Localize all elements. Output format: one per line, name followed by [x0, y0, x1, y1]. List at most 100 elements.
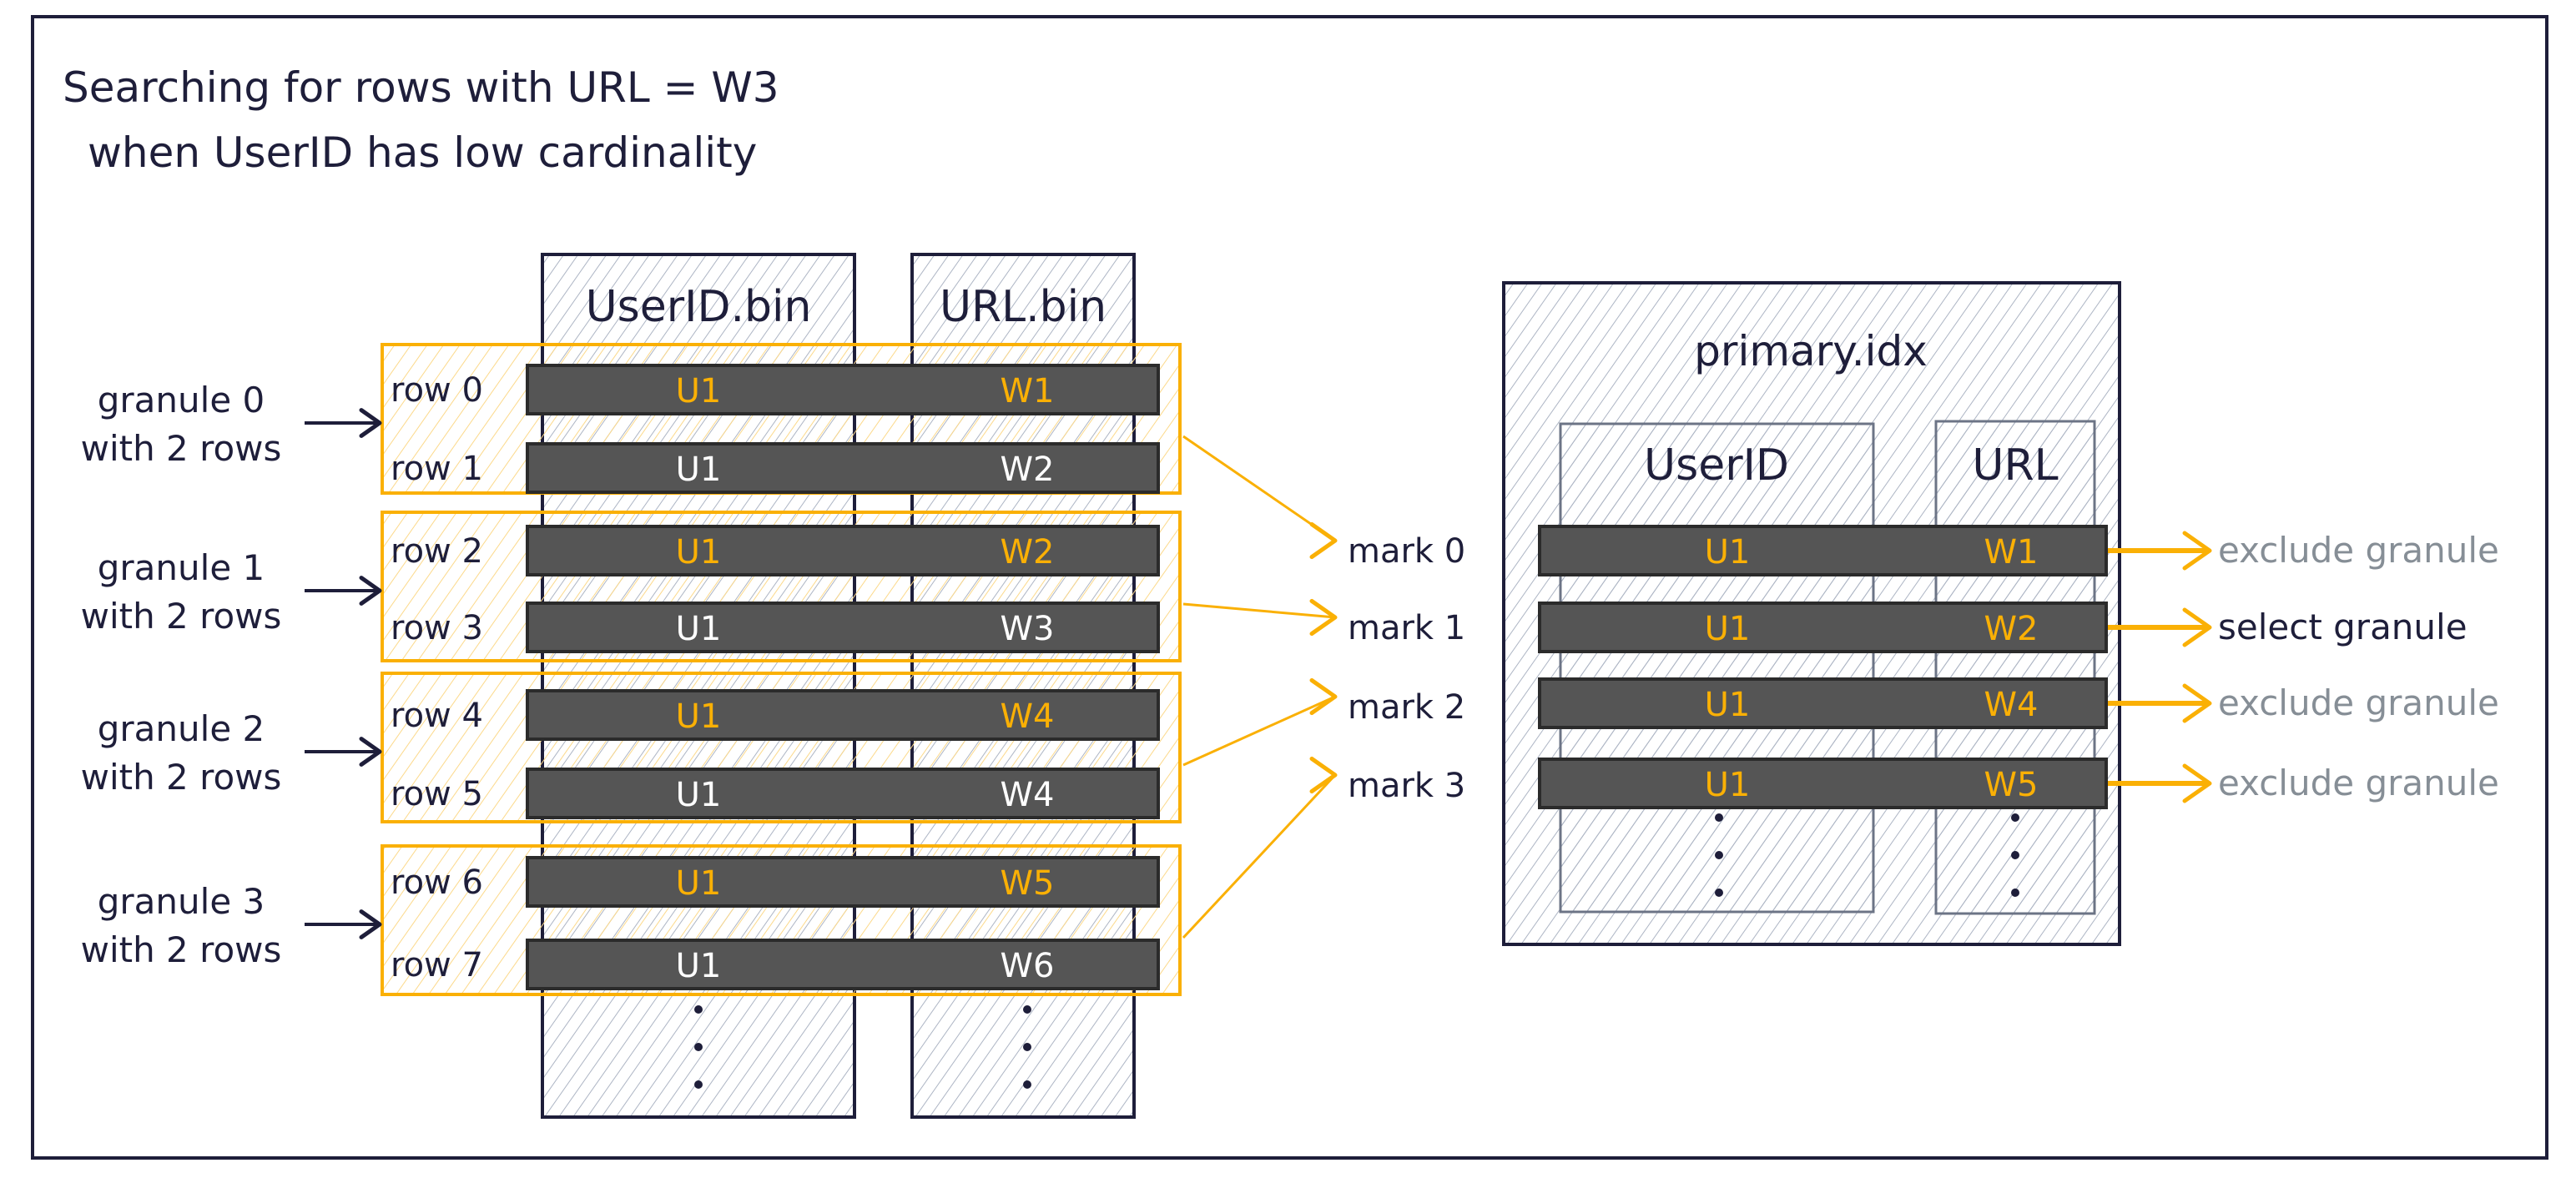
granule-detail: with 2 rows — [81, 929, 282, 970]
row-userid-value: U1 — [676, 451, 722, 489]
mark-label: mark 3 — [1348, 767, 1465, 805]
primary-index-url-header: URL — [1972, 440, 2058, 491]
granule-to-mark-line — [1182, 435, 1336, 542]
table-row: row 4 U1 W4 — [391, 689, 1160, 741]
row-url-value: W5 — [1001, 864, 1055, 903]
row-url-value: W4 — [1001, 776, 1055, 814]
granule-detail: with 2 rows — [81, 757, 282, 798]
granule-detail: with 2 rows — [81, 596, 282, 637]
row-label: row 4 — [391, 697, 483, 735]
row-userid-value: U1 — [676, 533, 722, 571]
index-userid-value: U1 — [1705, 686, 1751, 724]
row-label: row 2 — [391, 532, 483, 571]
primary-index-userid-column — [1559, 422, 1875, 914]
row-bar — [526, 939, 1160, 990]
row-userid-value: U1 — [676, 776, 722, 814]
granule-detail: with 2 rows — [81, 428, 282, 469]
row-userid-value: U1 — [676, 864, 722, 903]
row-userid-value: U1 — [676, 610, 722, 648]
primary-index-entry: U1 W4 exclude granule — [1538, 677, 2499, 729]
index-entry-bar — [1538, 602, 2108, 653]
result-arrow-icon — [2182, 607, 2212, 647]
userid-bin-ellipsis-icon — [694, 1005, 703, 1089]
index-userid-value: U1 — [1705, 766, 1751, 804]
row-url-value: W3 — [1001, 610, 1055, 648]
index-url-value: W1 — [1984, 533, 2039, 571]
row-bar — [526, 768, 1160, 819]
index-url-value: W4 — [1984, 686, 2039, 724]
row-url-value: W2 — [1001, 451, 1055, 489]
mark-label: mark 0 — [1348, 532, 1465, 571]
primary-index-title: primary.idx — [1694, 327, 1928, 375]
row-url-value: W1 — [1001, 372, 1055, 410]
outer-frame — [31, 15, 2548, 1160]
index-userid-value: U1 — [1705, 533, 1751, 571]
granule-label: granule 1 — [98, 547, 265, 588]
row-bar — [526, 364, 1160, 415]
row-label: row 1 — [391, 450, 483, 488]
granule-arrow-icon — [359, 576, 382, 606]
row-label: row 6 — [391, 863, 483, 902]
index-entry-bar — [1538, 677, 2108, 729]
mark-label: mark 1 — [1348, 609, 1465, 647]
index-url-value: W2 — [1984, 610, 2039, 648]
granule-arrow-icon — [359, 737, 382, 767]
row-userid-value: U1 — [676, 372, 722, 410]
index-entry-bar — [1538, 758, 2108, 809]
granule-arrow-icon — [359, 909, 382, 939]
row-label: row 0 — [391, 371, 483, 410]
index-url-value: W5 — [1984, 766, 2039, 804]
row-url-value: W4 — [1001, 697, 1055, 736]
granule-label: granule 0 — [98, 380, 265, 420]
granule-to-mark-line — [1182, 773, 1337, 939]
table-row: row 0 U1 W1 — [391, 364, 1160, 415]
primary-index-userid-header: UserID — [1644, 440, 1789, 491]
table-row: row 6 U1 W5 — [391, 856, 1160, 908]
userid-bin-header: UserID.bin — [586, 282, 812, 332]
exclude-granule-label: exclude granule — [2218, 763, 2499, 803]
row-label: row 7 — [391, 946, 483, 984]
table-row: row 3 U1 W3 — [391, 602, 1160, 653]
index-userid-value: U1 — [1705, 610, 1751, 648]
granule-arrow-icon — [359, 408, 382, 438]
row-label: row 3 — [391, 609, 483, 647]
url-bin-header: URL.bin — [940, 282, 1107, 332]
granule-to-mark-line — [1182, 695, 1336, 767]
granule-label: granule 3 — [98, 881, 265, 922]
granule-label: granule 2 — [98, 708, 265, 749]
mark-arrow-icon — [1309, 756, 1338, 794]
result-arrow-icon — [2182, 763, 2212, 803]
index-entry-bar — [1538, 525, 2108, 576]
primary-index-userid-ellipsis-icon — [1715, 813, 1723, 897]
primary-index-url-ellipsis-icon — [2011, 813, 2019, 897]
exclude-granule-label: exclude granule — [2218, 530, 2499, 571]
row-label: row 5 — [391, 775, 483, 813]
mark-label: mark 2 — [1348, 688, 1465, 727]
primary-index-entry: U1 W5 exclude granule — [1538, 758, 2499, 809]
granule-to-mark-line — [1182, 602, 1336, 619]
row-url-value: W2 — [1001, 533, 1055, 571]
table-row: row 2 U1 W2 — [391, 525, 1160, 576]
result-arrow-icon — [2182, 531, 2212, 571]
mark-arrow-icon — [1309, 598, 1338, 637]
row-bar — [526, 856, 1160, 908]
table-row: row 7 U1 W6 — [391, 939, 1160, 990]
mark-arrow-icon — [1309, 677, 1338, 716]
table-row: row 5 U1 W4 — [391, 768, 1160, 819]
primary-index-entry: U1 W1 exclude granule — [1538, 525, 2499, 576]
exclude-granule-label: exclude granule — [2218, 682, 2499, 723]
select-granule-label: select granule — [2218, 607, 2468, 647]
url-bin-ellipsis-icon — [1023, 1005, 1031, 1089]
primary-index-url-column — [1934, 420, 2096, 915]
title-line-1: Searching for rows with URL = W3 — [63, 63, 779, 112]
result-arrow-icon — [2182, 683, 2212, 723]
title-line-2: when UserID has low cardinality — [88, 128, 757, 177]
table-row: row 1 U1 W2 — [391, 442, 1160, 494]
row-bar — [526, 689, 1160, 741]
row-bar — [526, 525, 1160, 576]
primary-index-entry: U1 W2 select granule — [1538, 602, 2468, 653]
mark-arrow-icon — [1309, 521, 1338, 560]
row-bar — [526, 602, 1160, 653]
row-bar — [526, 442, 1160, 494]
